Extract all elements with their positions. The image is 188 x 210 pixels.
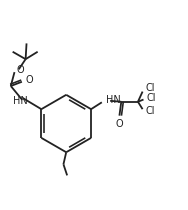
Text: O: O [116, 119, 124, 129]
Text: Cl: Cl [146, 106, 155, 116]
Text: HN: HN [13, 96, 27, 106]
Text: O: O [25, 75, 33, 85]
Text: O: O [17, 65, 24, 75]
Text: Cl: Cl [146, 83, 155, 93]
Text: Cl: Cl [147, 93, 156, 103]
Text: HN: HN [105, 96, 120, 105]
